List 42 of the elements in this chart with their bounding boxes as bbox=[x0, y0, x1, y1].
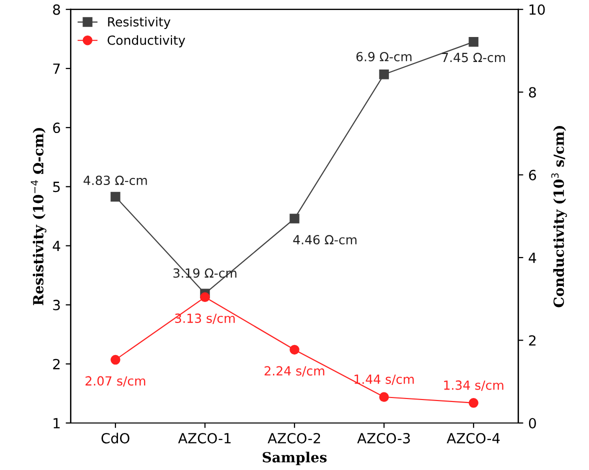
legend-label: Resistivity bbox=[108, 16, 170, 29]
x-tick-label: AZCO-2 bbox=[268, 432, 320, 444]
point bbox=[379, 70, 389, 80]
x-axis-title: Samples bbox=[262, 452, 327, 466]
point bbox=[468, 398, 478, 408]
x-tick-label: AZCO-4 bbox=[446, 432, 500, 444]
data-label: 4.46 Ω-cm bbox=[293, 234, 356, 244]
y2-tick-label: 6 bbox=[529, 170, 536, 180]
y-tick-label: 7 bbox=[53, 64, 60, 74]
x-tick-label: AZCO-3 bbox=[357, 432, 410, 444]
y2-tick-label: 2 bbox=[529, 335, 536, 346]
data-label: 1.44 s/cm bbox=[354, 374, 414, 385]
data-label: 3.13 s/cm bbox=[175, 314, 235, 324]
y2-tick-label: 10 bbox=[530, 4, 545, 15]
y2-tick-label: 8 bbox=[528, 87, 536, 98]
point bbox=[110, 354, 120, 365]
point bbox=[200, 292, 210, 302]
y2-tick-label: 4 bbox=[528, 252, 536, 263]
data-label: 2.07 s/cm bbox=[86, 376, 146, 387]
point bbox=[379, 392, 389, 402]
y-tick-label: 5 bbox=[53, 182, 60, 192]
y-axis-title: Resistivity (10$^{−4}$ Ω-cm) bbox=[30, 128, 46, 306]
x-tick-label: CdO bbox=[102, 432, 130, 444]
data-label: 2.24 s/cm bbox=[264, 366, 324, 377]
y-tick-label: 4 bbox=[52, 240, 60, 252]
y2-axis-title: Conductivity (10$^{3}$ s/cm) bbox=[551, 126, 567, 308]
legend-label: Conductivity bbox=[108, 35, 186, 48]
x-tick-label: AZCO-1 bbox=[178, 432, 231, 444]
data-label: 1.34 s/cm bbox=[444, 380, 504, 391]
y-tick-label: 6 bbox=[53, 122, 60, 134]
point bbox=[290, 344, 300, 355]
point bbox=[110, 192, 120, 202]
point bbox=[468, 37, 478, 47]
data-label: 4.83 Ω-cm bbox=[84, 176, 147, 186]
data-label: 6.9 Ω-cm bbox=[356, 52, 412, 62]
y-tick-label: 8 bbox=[53, 4, 60, 15]
y-tick-label: 2 bbox=[53, 358, 60, 370]
point bbox=[290, 214, 300, 224]
data-label: 7.45 Ω-cm bbox=[442, 52, 505, 62]
y-tick-label: 1 bbox=[54, 418, 60, 428]
y-tick-label: 3 bbox=[53, 300, 60, 310]
y2-tick-label: 0 bbox=[528, 418, 536, 428]
